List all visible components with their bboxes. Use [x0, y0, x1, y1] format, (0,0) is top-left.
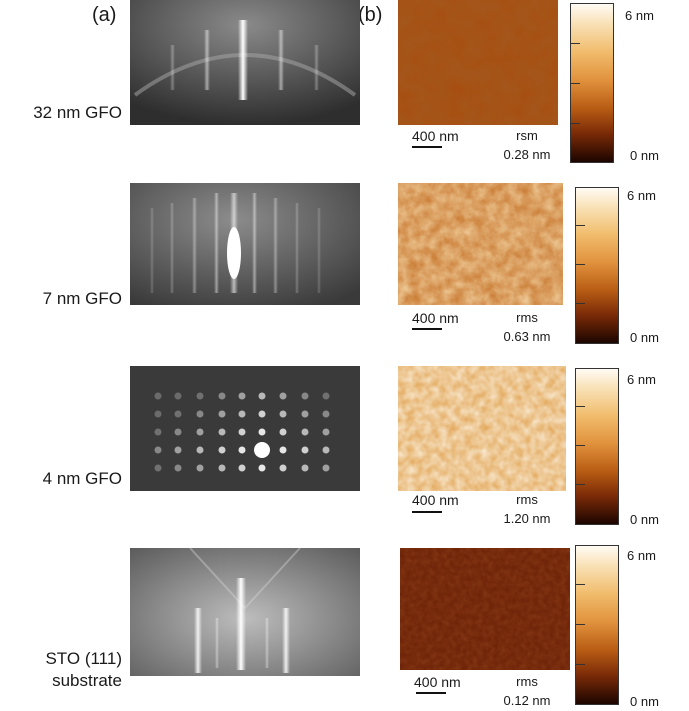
sample-label-32nm: 32 nm GFO [33, 103, 122, 122]
rheed-spot [238, 410, 246, 418]
rheed-spot [279, 410, 287, 418]
rheed-spot [322, 392, 330, 400]
rheed-spot [279, 464, 287, 472]
rheed-spot [279, 446, 287, 454]
rheed-spot [301, 446, 309, 454]
rheed-spot [238, 446, 246, 454]
afm-image-32nm [398, 0, 558, 125]
scale-bar-sto [416, 692, 446, 694]
rheed-spot [154, 410, 162, 418]
rheed-spot [196, 392, 204, 400]
rheed-spot [154, 464, 162, 472]
scale-bar-7nm [412, 328, 442, 330]
colorbar-4nm [575, 368, 619, 525]
rheed-spot [154, 446, 162, 454]
rheed-spot [322, 446, 330, 454]
rheed-spot [322, 464, 330, 472]
scale-label-4nm: 400 nm [412, 492, 459, 508]
sample-label-sto: STO (111) substrate [2, 648, 122, 692]
sample-label-4nm: 4 nm GFO [42, 469, 122, 488]
rheed-spot [174, 446, 182, 454]
scale-label-32nm: 400 nm [412, 128, 459, 144]
rms-value-4nm: 1.20 nm [503, 511, 551, 526]
rheed-spot [196, 464, 204, 472]
colorbar-min-32nm: 0 nm [630, 148, 659, 163]
rheed-spot [174, 464, 182, 472]
colorbar-max-4nm: 6 nm [627, 372, 656, 387]
rms-value-7nm: 0.63 nm [503, 329, 551, 344]
rheed-spot [238, 464, 246, 472]
rheed-spot [174, 392, 182, 400]
rheed-spot [258, 392, 266, 400]
rheed-spot [279, 392, 287, 400]
panel-a-label: (a) [92, 4, 117, 26]
rheed-spot [218, 410, 226, 418]
rheed-spot [196, 446, 204, 454]
colorbar-max-sto: 6 nm [627, 548, 656, 563]
rheed-image-32nm [130, 0, 360, 125]
colorbar-max-32nm: 6 nm [625, 8, 654, 23]
rheed-spot [174, 410, 182, 418]
rms-name-32nm: rsm [516, 128, 538, 143]
rheed-spot [218, 392, 226, 400]
scale-bar-32nm [412, 146, 442, 148]
rheed-spot [174, 428, 182, 436]
rheed-image-sto [130, 548, 360, 676]
rms-name-7nm: rms [516, 310, 538, 325]
rheed-spot [258, 410, 266, 418]
colorbar-sto [575, 545, 619, 705]
afm-image-4nm [398, 366, 566, 491]
rheed-spot [301, 392, 309, 400]
scale-bar-4nm [412, 511, 442, 513]
sample-label-7nm: 7 nm GFO [42, 289, 122, 308]
rms-name-sto: rms [516, 674, 538, 689]
rheed-spot [218, 428, 226, 436]
rheed-spot [196, 410, 204, 418]
rms-value-32nm: 0.28 nm [503, 147, 551, 162]
rheed-spot [258, 428, 266, 436]
rheed-spot [238, 392, 246, 400]
rheed-spot [301, 410, 309, 418]
colorbar-min-7nm: 0 nm [630, 330, 659, 345]
rheed-image-7nm [130, 183, 360, 305]
rheed-spot [322, 410, 330, 418]
rheed-spot [258, 464, 266, 472]
colorbar-max-7nm: 6 nm [627, 188, 656, 203]
rheed-spot [154, 428, 162, 436]
sample-label-sto-line2: substrate [52, 671, 122, 690]
panel-b-label: (b) [358, 4, 383, 26]
colorbar-min-sto: 0 nm [630, 694, 659, 709]
scale-label-sto: 400 nm [414, 674, 461, 690]
rheed-spot [196, 428, 204, 436]
rheed-spot [218, 446, 226, 454]
colorbar-7nm [575, 187, 619, 344]
colorbar-min-4nm: 0 nm [630, 512, 659, 527]
afm-image-sto [400, 548, 570, 670]
sample-label-sto-line1: STO (111) [45, 649, 122, 668]
rheed-spot [301, 464, 309, 472]
rheed-spot [254, 442, 270, 458]
rheed-spot [279, 428, 287, 436]
rms-value-sto: 0.12 nm [503, 693, 551, 708]
rheed-spot [154, 392, 162, 400]
rheed-spot [301, 428, 309, 436]
rheed-spot [218, 464, 226, 472]
afm-image-7nm [398, 183, 563, 305]
rms-name-4nm: rms [516, 492, 538, 507]
scale-label-7nm: 400 nm [412, 310, 459, 326]
rheed-spot [238, 428, 246, 436]
rheed-image-4nm [130, 366, 360, 491]
rheed-spot [322, 428, 330, 436]
